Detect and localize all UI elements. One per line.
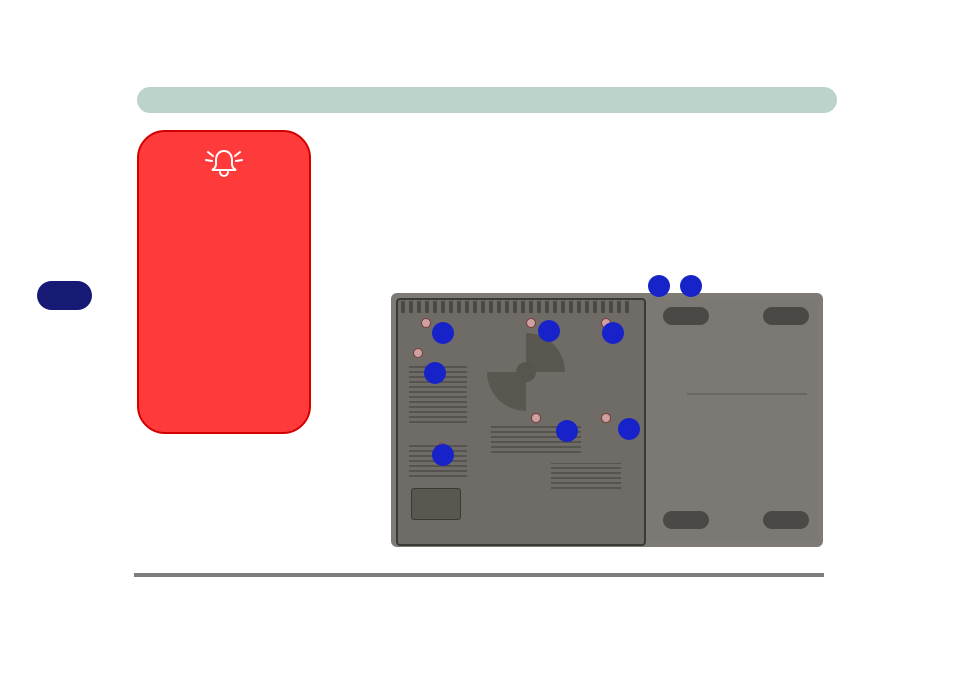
device-screw — [531, 413, 541, 423]
callout-dot — [618, 418, 640, 440]
device-screw — [601, 413, 611, 423]
warning-callout-box — [137, 130, 311, 434]
device-top-vent-strip — [401, 301, 629, 313]
callout-dot — [648, 275, 670, 297]
callout-dot — [538, 320, 560, 342]
callout-dot — [432, 322, 454, 344]
callout-dot — [680, 275, 702, 297]
manual-page — [0, 0, 954, 673]
device-foot — [763, 511, 809, 529]
callout-dot — [424, 362, 446, 384]
device-side-divider — [687, 393, 807, 395]
device-hatch — [411, 488, 461, 520]
device-vent — [551, 463, 621, 489]
device-screw — [526, 318, 536, 328]
device-fan — [487, 333, 565, 411]
device-screw — [421, 318, 431, 328]
callout-dot — [602, 322, 624, 344]
device-side-panel — [647, 298, 817, 542]
device-foot — [763, 307, 809, 325]
callout-dot — [556, 420, 578, 442]
callout-dot — [432, 444, 454, 466]
chapter-side-tab — [37, 281, 92, 310]
device-foot — [663, 307, 709, 325]
device-screw — [413, 348, 423, 358]
footer-rule — [134, 573, 824, 577]
alarm-bell-icon — [204, 146, 244, 180]
section-header-bar — [137, 87, 837, 113]
device-foot — [663, 511, 709, 529]
